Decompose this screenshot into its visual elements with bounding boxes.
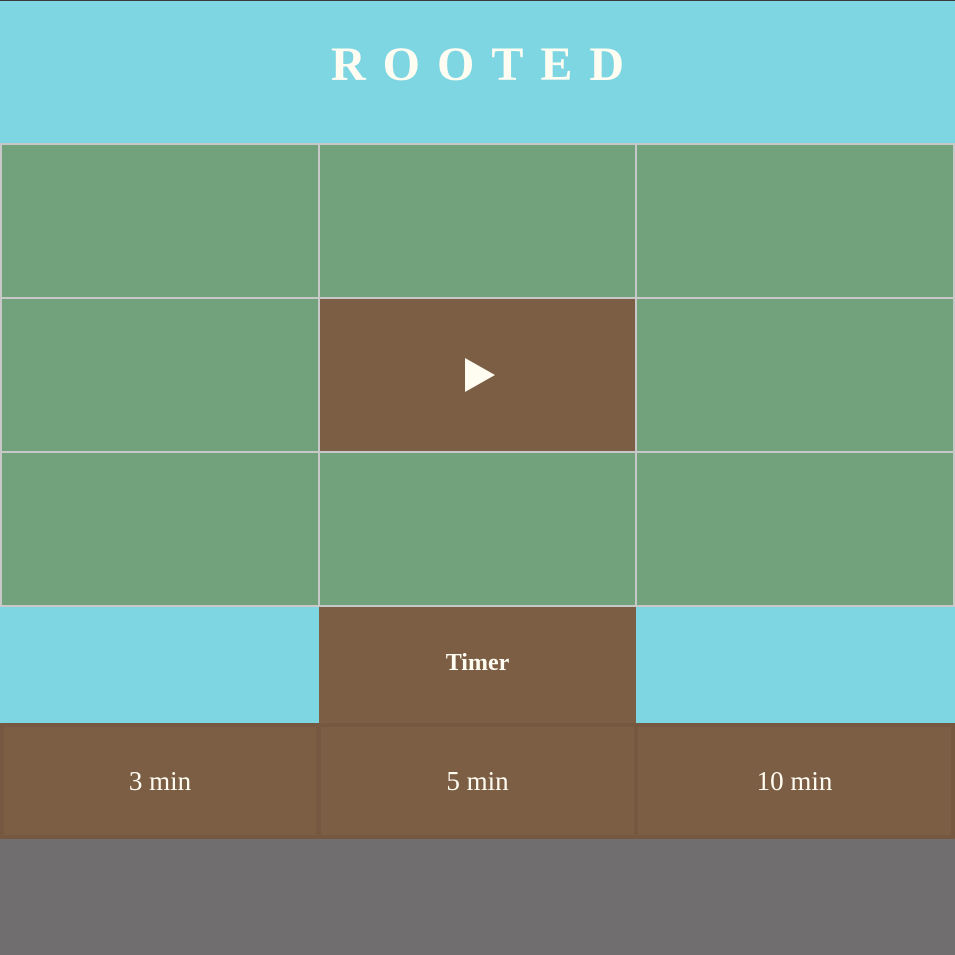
timer-option-label: 10 min bbox=[756, 765, 833, 796]
grid-cell-7 bbox=[0, 451, 321, 607]
grid-cell-4 bbox=[0, 297, 321, 453]
footer-area bbox=[0, 839, 955, 955]
timer-option-label: 5 min bbox=[446, 765, 509, 796]
grid-cell-8 bbox=[318, 451, 638, 607]
header: ROOTED bbox=[0, 1, 955, 143]
game-grid bbox=[0, 143, 955, 607]
timer-options: 3 min 5 min 10 min bbox=[0, 723, 955, 839]
timer-option-3-min[interactable]: 3 min bbox=[0, 723, 320, 839]
top-border bbox=[0, 0, 955, 1]
grid-cell-1 bbox=[0, 143, 321, 299]
timer-option-5-min[interactable]: 5 min bbox=[317, 723, 638, 839]
timer-row: Timer bbox=[0, 607, 955, 723]
play-icon bbox=[465, 358, 495, 392]
play-button[interactable] bbox=[318, 297, 638, 453]
grid-cell-3 bbox=[635, 143, 955, 299]
grid-cell-9 bbox=[635, 451, 955, 607]
timer-option-10-min[interactable]: 10 min bbox=[634, 723, 955, 839]
timer-option-label: 3 min bbox=[128, 765, 192, 796]
page-title: ROOTED bbox=[330, 38, 642, 91]
grid-cell-6 bbox=[635, 297, 955, 453]
grid-cell-2 bbox=[318, 143, 638, 299]
timer-label-box: Timer bbox=[319, 607, 636, 723]
timer-label: Timer bbox=[445, 649, 510, 676]
